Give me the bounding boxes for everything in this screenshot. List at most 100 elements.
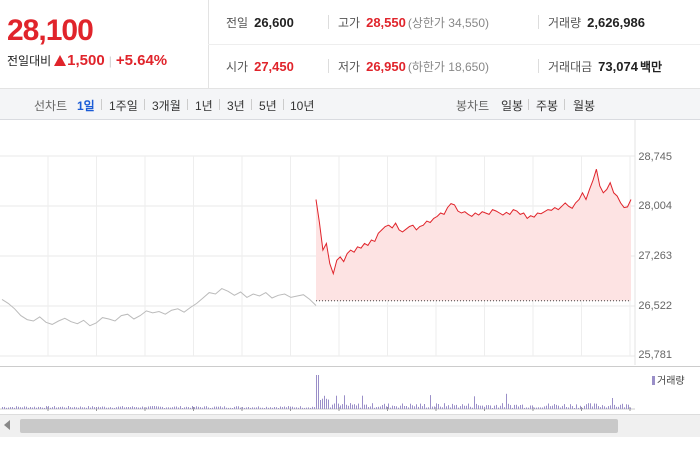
volume-bar — [210, 408, 211, 409]
volume-bar — [80, 406, 81, 409]
volume-bar — [520, 405, 521, 409]
previous-day-series — [1, 288, 317, 327]
volume-bar — [584, 405, 585, 409]
volume-bar — [148, 406, 149, 409]
volume-bar — [156, 406, 157, 409]
volume-bar — [576, 404, 577, 409]
volume-bar — [526, 407, 527, 409]
scroll-left-arrow-icon[interactable] — [4, 420, 10, 430]
volume-bar — [206, 406, 207, 409]
volume-bar — [158, 406, 159, 409]
volume-bar — [418, 406, 419, 409]
range-1d-tab[interactable]: 1일 — [77, 99, 95, 113]
volume-bar — [518, 406, 519, 409]
y-tick-label: 26,522 — [638, 300, 672, 312]
chart-scrollbar[interactable] — [0, 414, 700, 437]
volume-bar — [362, 395, 363, 409]
volume-bar — [544, 406, 545, 409]
volume-bar — [62, 406, 63, 409]
volume-bar — [106, 407, 107, 409]
today-area — [316, 169, 631, 301]
volume-bar — [36, 407, 37, 409]
volume-bar — [548, 403, 549, 409]
volume-bar — [188, 407, 189, 409]
volume-bar — [558, 405, 559, 409]
volume-bar — [326, 398, 327, 409]
volume-bar — [586, 404, 587, 409]
y-tick-label: 28,004 — [638, 200, 672, 212]
volume-bar — [566, 407, 567, 409]
volume-bar — [536, 407, 537, 409]
volume-bar — [380, 406, 381, 409]
volume-bar — [180, 406, 181, 409]
volume-bar — [492, 408, 493, 409]
y-tick-label: 25,781 — [638, 349, 672, 361]
candle-daily-tab[interactable]: 일봉 — [501, 99, 524, 113]
volume-bar — [540, 407, 541, 409]
volume-bar — [494, 405, 495, 409]
volume-bar — [580, 405, 581, 409]
volume-bar — [340, 405, 341, 409]
volume-bar — [242, 407, 243, 409]
divider — [219, 99, 220, 110]
volume-bar — [488, 405, 489, 409]
volume-bar — [150, 406, 151, 409]
volume-bar — [500, 405, 501, 409]
range-10y-tab[interactable]: 10년 — [290, 99, 315, 113]
volume-bar — [8, 407, 9, 409]
range-3m-tab[interactable]: 3개월 — [152, 99, 181, 113]
trade-amount-stat: 거래대금 73,074 백만 — [548, 59, 663, 74]
range-1y-tab[interactable]: 1년 — [195, 99, 213, 113]
volume-bar — [604, 406, 605, 409]
volume-bar — [542, 407, 543, 409]
range-1w-tab[interactable]: 1주일 — [109, 99, 138, 113]
candle-weekly-tab[interactable]: 주봉 — [536, 99, 559, 113]
price-stats: 전일 26,600 고가 28,550 (상한가 34,550) 거래량 2,626,9… — [208, 0, 700, 88]
volume-bar — [324, 395, 325, 409]
volume-bar — [122, 406, 123, 409]
volume-bar — [170, 407, 171, 409]
volume-bar — [154, 406, 155, 409]
volume-bar — [588, 403, 589, 409]
range-5y-tab[interactable]: 5년 — [259, 99, 277, 113]
volume-bar — [374, 407, 375, 409]
volume-bar — [232, 408, 233, 409]
volume-bar — [390, 407, 391, 409]
up-triangle-icon — [54, 55, 67, 66]
volume-bar — [268, 407, 269, 409]
volume-bar — [628, 404, 629, 409]
volume-bar — [190, 407, 191, 409]
volume-bar — [416, 404, 417, 409]
candle-monthly-tab[interactable]: 월봉 — [573, 99, 596, 113]
volume-bar — [22, 407, 23, 409]
volume-bar — [42, 407, 43, 409]
volume-bar — [572, 406, 573, 409]
volume-bar — [110, 407, 111, 409]
scroll-thumb[interactable] — [20, 419, 618, 433]
volume-bar — [292, 406, 293, 409]
volume-bar — [132, 406, 133, 409]
volume-bar — [38, 406, 39, 409]
volume-bar — [420, 403, 421, 409]
volume-bar — [252, 407, 253, 409]
volume-bar — [136, 407, 137, 409]
volume-bar — [396, 406, 397, 409]
volume-bar — [282, 407, 283, 409]
volume-bar — [78, 407, 79, 409]
volume-bar — [260, 407, 261, 409]
today-series — [315, 169, 632, 276]
range-3y-tab[interactable]: 3년 — [227, 99, 245, 113]
volume-bar — [382, 405, 383, 409]
volume-bar — [408, 407, 409, 409]
volume-bar — [48, 406, 49, 409]
volume-bar — [560, 407, 561, 409]
volume-bar — [266, 406, 267, 409]
volume-bar — [336, 395, 337, 409]
price-chart[interactable]: 28,745 28,004 27,263 26,522 25,781 — [0, 120, 700, 365]
volume-bar — [600, 407, 601, 409]
volume-bar — [88, 406, 89, 409]
volume-bar — [406, 406, 407, 409]
volume-bar — [478, 405, 479, 409]
volume-bar — [522, 404, 523, 409]
volume-bar — [192, 406, 193, 409]
